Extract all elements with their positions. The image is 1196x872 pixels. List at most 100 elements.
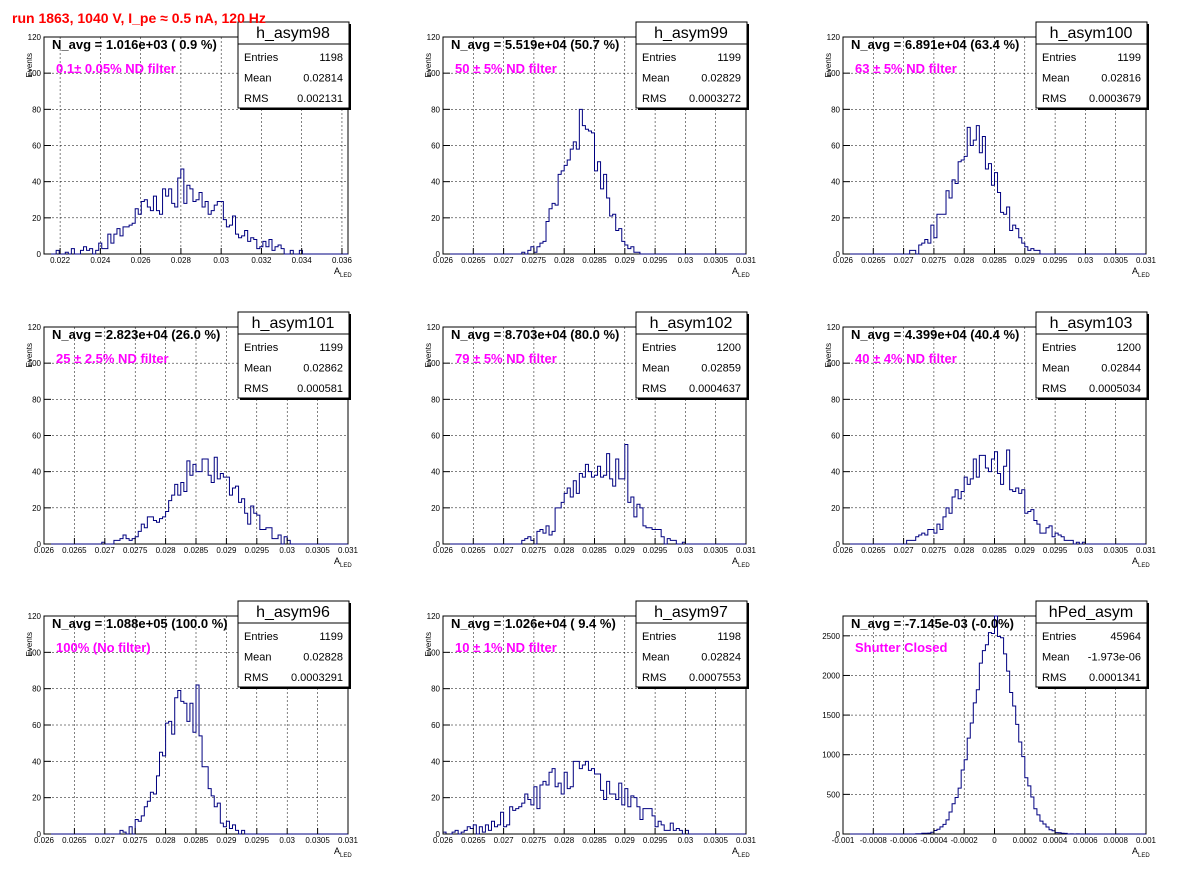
x-tick-label: 0.027 bbox=[894, 256, 915, 265]
x-tick-label: 0.03 bbox=[279, 546, 295, 555]
histogram-name: h_asym102 bbox=[650, 315, 733, 332]
x-tick-label: 0.026 bbox=[34, 546, 55, 555]
stats-value: 0.02814 bbox=[303, 73, 343, 85]
histogram-series bbox=[843, 125, 1146, 255]
y-tick-label: 20 bbox=[32, 504, 41, 513]
y-tick-label: 2000 bbox=[822, 671, 840, 680]
y-tick-label: 120 bbox=[427, 33, 441, 42]
histogram-panel-h_asym101: 0.026 0.0265 0.027 0.0275 0.028 0.0285 0.029 0.… bbox=[25, 311, 359, 569]
x-tick-label: 0.001 bbox=[1136, 836, 1157, 845]
x-tick-label: 0.0002 bbox=[1013, 836, 1038, 845]
x-tick-label: 0.028 bbox=[171, 256, 192, 265]
y-axis-label: Events bbox=[424, 632, 433, 656]
x-tick-label: 0.028 bbox=[554, 546, 575, 555]
x-tick-label: 0.0265 bbox=[62, 546, 87, 555]
histogram-series bbox=[843, 615, 1146, 835]
y-tick-label: 20 bbox=[32, 794, 41, 803]
y-tick-label: 100 bbox=[427, 648, 441, 657]
histogram-name: h_asym96 bbox=[256, 604, 330, 621]
x-tick-label: 0.031 bbox=[338, 836, 359, 845]
y-tick-label: 0 bbox=[836, 830, 841, 839]
n-avg-label: N_avg = 6.891e+04 (63.4 %) bbox=[851, 37, 1019, 52]
y-tick-label: 120 bbox=[427, 612, 441, 621]
run-title: run 1863, 1040 V, I_pe ≈ 0.5 nA, 120 Hz bbox=[12, 10, 266, 26]
x-tick-label: 0.0285 bbox=[982, 256, 1007, 265]
x-tick-label: -0.0004 bbox=[920, 836, 948, 845]
x-tick-label: 0.022 bbox=[50, 256, 71, 265]
x-tick-label: 0.028 bbox=[954, 546, 975, 555]
x-tick-label: 0.031 bbox=[1136, 256, 1157, 265]
stats-key: Entries bbox=[642, 52, 677, 64]
histogram-name: h_asym103 bbox=[1050, 315, 1133, 332]
x-axis-label: ALED bbox=[1132, 556, 1150, 569]
x-axis-label: ALED bbox=[334, 846, 352, 859]
y-tick-label: 0 bbox=[436, 830, 441, 839]
n-avg-label: N_avg = 4.399e+04 (40.4 %) bbox=[851, 327, 1019, 342]
stats-value: -1.973e-06 bbox=[1088, 652, 1141, 664]
y-axis-label: Events bbox=[424, 53, 433, 77]
stats-key: RMS bbox=[642, 672, 666, 684]
x-tick-label: 0.03 bbox=[678, 836, 694, 845]
x-tick-label: 0.027 bbox=[494, 256, 515, 265]
x-tick-label: 0.0265 bbox=[861, 256, 886, 265]
x-tick-label: 0.03 bbox=[1078, 546, 1094, 555]
y-axis-label: Events bbox=[25, 343, 34, 367]
x-tick-label: -0.0002 bbox=[951, 836, 979, 845]
x-tick-label: 0.027 bbox=[95, 546, 116, 555]
n-avg-label: N_avg = 1.026e+04 ( 9.4 %) bbox=[451, 616, 616, 631]
x-tick-label: 0.031 bbox=[736, 546, 757, 555]
x-tick-label: 0.0275 bbox=[522, 256, 547, 265]
x-tick-label: 0.0305 bbox=[305, 546, 330, 555]
stats-key: Mean bbox=[244, 73, 272, 85]
x-tick-label: 0.0305 bbox=[703, 256, 728, 265]
y-tick-label: 20 bbox=[431, 504, 440, 513]
histogram-name: h_asym97 bbox=[654, 604, 728, 621]
x-tick-label: 0.0285 bbox=[582, 546, 607, 555]
y-tick-label: 100 bbox=[427, 359, 441, 368]
y-tick-label: 80 bbox=[431, 395, 440, 404]
stats-key: RMS bbox=[642, 93, 666, 105]
x-axis-label: ALED bbox=[732, 266, 750, 279]
x-tick-label: 0.0275 bbox=[123, 836, 148, 845]
x-tick-label: 0.036 bbox=[332, 256, 353, 265]
x-tick-label: 0.0295 bbox=[643, 256, 668, 265]
x-tick-label: 0.029 bbox=[615, 256, 636, 265]
histogram-panel-h_asym98: 0.022 0.024 0.026 0.028 0.03 0.032 0.034 0.036 0… bbox=[25, 21, 353, 279]
stats-value: 0.02824 bbox=[701, 652, 741, 664]
x-tick-label: 0.0305 bbox=[1103, 546, 1128, 555]
stats-value: 0.02862 bbox=[303, 363, 343, 375]
x-tick-label: 0.032 bbox=[251, 256, 272, 265]
x-tick-label: 0.0265 bbox=[461, 836, 486, 845]
x-axis-label: ALED bbox=[732, 556, 750, 569]
stats-value: 0.0003679 bbox=[1089, 93, 1141, 105]
x-tick-label: 0.0004 bbox=[1043, 836, 1068, 845]
x-tick-label: 0.034 bbox=[292, 256, 313, 265]
x-tick-label: 0.028 bbox=[156, 546, 177, 555]
x-tick-label: 0.0285 bbox=[582, 256, 607, 265]
x-tick-label: 0.0265 bbox=[461, 256, 486, 265]
y-axis-label: Events bbox=[25, 53, 34, 77]
n-avg-label: N_avg = -7.145e-03 (-0.0%) bbox=[851, 616, 1014, 631]
y-tick-label: 60 bbox=[32, 432, 41, 441]
stats-box bbox=[237, 311, 350, 399]
x-tick-label: 0.0275 bbox=[123, 546, 148, 555]
stats-key: RMS bbox=[244, 383, 268, 395]
y-tick-label: 40 bbox=[32, 178, 41, 187]
y-tick-label: 1500 bbox=[822, 711, 840, 720]
n-avg-label: N_avg = 5.519e+04 (50.7 %) bbox=[451, 37, 619, 52]
stats-value: 0.02828 bbox=[303, 652, 343, 664]
stats-box bbox=[1035, 600, 1148, 688]
stats-key: Mean bbox=[642, 73, 670, 85]
x-tick-label: 0.027 bbox=[894, 546, 915, 555]
x-tick-label: 0.0295 bbox=[1043, 546, 1068, 555]
stats-value: 0.02859 bbox=[701, 363, 741, 375]
filter-label: 10 ± 1% ND filter bbox=[455, 640, 557, 655]
filter-label: 63 ± 5% ND filter bbox=[855, 61, 957, 76]
x-tick-label: 0.026 bbox=[433, 546, 454, 555]
stats-key: Mean bbox=[244, 363, 272, 375]
x-axis-label: ALED bbox=[334, 556, 352, 569]
stats-value: 1200 bbox=[1117, 342, 1141, 354]
y-tick-label: 120 bbox=[827, 323, 841, 332]
x-tick-label: 0.028 bbox=[554, 836, 575, 845]
y-axis-label: Events bbox=[824, 53, 833, 77]
